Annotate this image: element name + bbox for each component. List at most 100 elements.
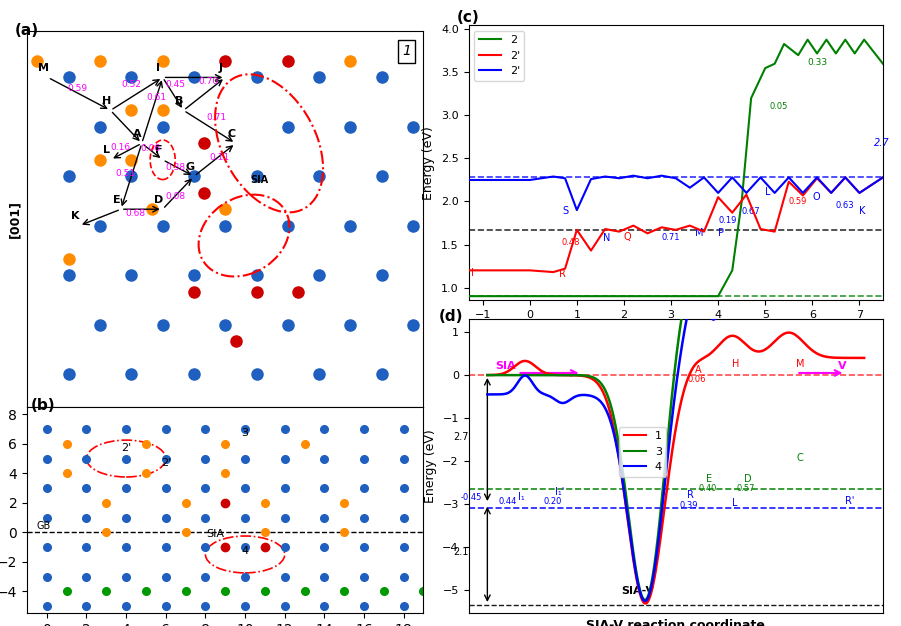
Text: N: N bbox=[603, 233, 610, 243]
Text: I: I bbox=[471, 269, 474, 279]
X-axis label: SIA-V reaction coordinate: SIA-V reaction coordinate bbox=[587, 619, 765, 626]
Text: E: E bbox=[113, 195, 121, 205]
Text: S: S bbox=[563, 207, 569, 217]
Text: A: A bbox=[133, 129, 142, 139]
Y-axis label: Energy (eV): Energy (eV) bbox=[423, 429, 437, 503]
Text: 0.06: 0.06 bbox=[687, 374, 705, 384]
Text: SIA: SIA bbox=[495, 361, 515, 371]
1 bbox=[664, 467, 675, 475]
Text: V: V bbox=[838, 361, 846, 371]
Text: 2.1: 2.1 bbox=[453, 548, 469, 558]
3 bbox=[707, 233, 718, 241]
Text: K: K bbox=[71, 211, 79, 221]
Text: 0.71: 0.71 bbox=[661, 233, 680, 242]
1 bbox=[661, 484, 672, 491]
Text: 0.70: 0.70 bbox=[198, 77, 219, 86]
Text: 0.57: 0.57 bbox=[736, 484, 754, 493]
Text: 2.7: 2.7 bbox=[874, 138, 889, 148]
Text: 0.59: 0.59 bbox=[67, 84, 87, 93]
4 bbox=[851, 287, 862, 295]
1 bbox=[792, 333, 803, 341]
Text: P: P bbox=[718, 228, 724, 238]
4 bbox=[482, 391, 493, 398]
Text: E: E bbox=[705, 475, 712, 485]
1 bbox=[783, 329, 794, 336]
X-axis label: [110]: [110] bbox=[206, 413, 244, 426]
Text: R: R bbox=[687, 490, 694, 500]
Text: GB: GB bbox=[37, 521, 51, 531]
4 bbox=[640, 597, 651, 605]
4 bbox=[792, 287, 803, 295]
Text: 2.7: 2.7 bbox=[453, 431, 469, 441]
Text: -0.45: -0.45 bbox=[461, 493, 482, 501]
Text: F: F bbox=[155, 145, 162, 155]
Line: 3: 3 bbox=[487, 229, 864, 600]
Text: 0.45: 0.45 bbox=[165, 80, 186, 90]
Text: (b): (b) bbox=[31, 398, 56, 413]
Text: 3: 3 bbox=[241, 428, 249, 438]
Text: C: C bbox=[796, 453, 803, 463]
3 bbox=[859, 242, 869, 250]
3 bbox=[851, 242, 862, 250]
Text: 0.40: 0.40 bbox=[698, 484, 716, 493]
Text: M: M bbox=[796, 359, 805, 369]
1 bbox=[851, 354, 862, 362]
Text: 0.51: 0.51 bbox=[115, 169, 135, 178]
Text: 0.33: 0.33 bbox=[807, 58, 828, 68]
Text: 0.11: 0.11 bbox=[209, 153, 229, 162]
Text: 0.39: 0.39 bbox=[679, 501, 698, 510]
Y-axis label: Energy (eV): Energy (eV) bbox=[423, 126, 435, 200]
Text: J: J bbox=[219, 63, 223, 73]
Text: 0.06: 0.06 bbox=[140, 144, 160, 153]
Text: C: C bbox=[227, 129, 235, 139]
3 bbox=[687, 265, 697, 273]
3 bbox=[482, 371, 493, 379]
Text: 0.68: 0.68 bbox=[125, 209, 146, 218]
Legend: 1, 3, 4: 1, 3, 4 bbox=[619, 427, 666, 476]
Text: 0.08: 0.08 bbox=[165, 192, 186, 202]
Text: 0.48: 0.48 bbox=[562, 237, 580, 247]
Text: 0.59: 0.59 bbox=[788, 197, 807, 206]
Text: 2': 2' bbox=[160, 458, 171, 468]
1 bbox=[482, 371, 493, 379]
Text: G: G bbox=[186, 162, 195, 172]
Text: H: H bbox=[733, 359, 740, 369]
3 bbox=[664, 418, 675, 426]
Line: 1: 1 bbox=[487, 332, 864, 603]
3 bbox=[776, 225, 787, 233]
4 bbox=[664, 438, 675, 446]
3 bbox=[640, 596, 651, 603]
1 bbox=[859, 354, 869, 362]
Text: SIA: SIA bbox=[206, 529, 224, 539]
Text: I₁': I₁' bbox=[555, 488, 564, 498]
Text: D: D bbox=[154, 195, 163, 205]
1 bbox=[687, 366, 697, 373]
Text: I₁: I₁ bbox=[517, 491, 524, 501]
Text: O: O bbox=[813, 192, 820, 202]
Line: 4: 4 bbox=[487, 288, 864, 601]
Text: 0.38: 0.38 bbox=[165, 163, 186, 172]
Text: 0.63: 0.63 bbox=[836, 200, 854, 210]
Text: 0.71: 0.71 bbox=[207, 113, 227, 122]
Y-axis label: [001]: [001] bbox=[8, 200, 22, 238]
Text: (d): (d) bbox=[439, 309, 463, 324]
Text: I: I bbox=[157, 63, 160, 73]
Text: (c): (c) bbox=[457, 11, 479, 26]
3 bbox=[661, 441, 672, 449]
Text: H: H bbox=[102, 96, 111, 106]
Text: 0.05: 0.05 bbox=[770, 103, 788, 111]
Text: (a): (a) bbox=[14, 23, 39, 38]
Text: 4: 4 bbox=[241, 546, 249, 557]
Text: L: L bbox=[103, 145, 110, 155]
Text: B: B bbox=[175, 96, 184, 106]
4 bbox=[859, 287, 869, 295]
Text: 0.44: 0.44 bbox=[498, 497, 517, 506]
4 bbox=[661, 459, 672, 466]
Text: M: M bbox=[38, 63, 50, 73]
Text: R: R bbox=[559, 269, 566, 279]
1 bbox=[707, 348, 718, 356]
Text: Q: Q bbox=[624, 232, 632, 242]
Text: L: L bbox=[765, 187, 770, 197]
Text: L: L bbox=[733, 498, 738, 508]
Text: R': R' bbox=[845, 496, 855, 506]
